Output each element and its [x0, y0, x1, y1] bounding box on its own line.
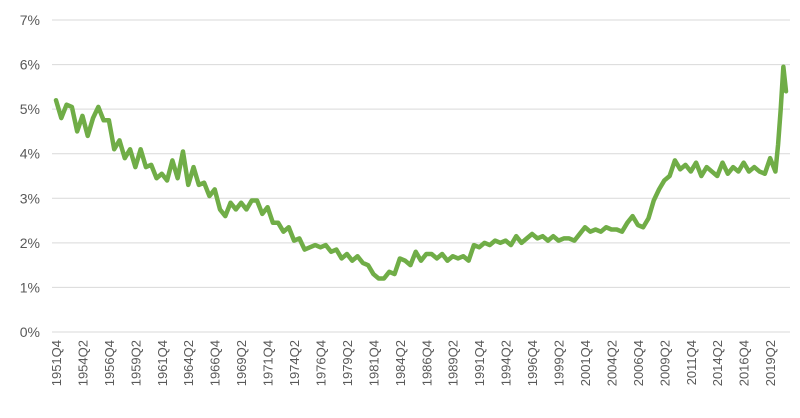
y-tick-label: 7% — [20, 12, 40, 28]
x-tick-label: 2004Q2 — [604, 340, 619, 386]
y-tick-label: 2% — [20, 235, 40, 251]
x-tick-label: 1951Q4 — [49, 340, 64, 386]
x-tick-label: 2006Q4 — [631, 340, 646, 386]
x-tick-label: 1991Q4 — [472, 340, 487, 386]
x-tick-label: 1954Q2 — [75, 340, 90, 386]
y-tick-label: 4% — [20, 146, 40, 162]
x-tick-label: 2014Q2 — [710, 340, 725, 386]
y-tick-label: 1% — [20, 279, 40, 295]
x-tick-label: 2001Q4 — [578, 340, 593, 386]
x-tick-label: 1976Q4 — [313, 340, 328, 386]
y-tick-label: 6% — [20, 57, 40, 73]
x-tick-label: 2019Q2 — [763, 340, 778, 386]
y-tick-label: 5% — [20, 101, 40, 117]
y-tick-label: 0% — [20, 324, 40, 340]
x-tick-label: 1971Q4 — [261, 340, 276, 386]
x-tick-label: 1974Q2 — [287, 340, 302, 386]
x-tick-label: 1961Q4 — [155, 340, 170, 386]
x-tick-label: 1964Q2 — [181, 340, 196, 386]
x-tick-label: 1956Q4 — [102, 340, 117, 386]
x-tick-label: 1959Q2 — [128, 340, 143, 386]
x-tick-label: 1986Q4 — [419, 340, 434, 386]
x-tick-label: 1979Q2 — [340, 340, 355, 386]
grid-lines — [52, 19, 790, 333]
x-tick-label: 2011Q4 — [684, 340, 699, 385]
x-tick-label: 1999Q2 — [552, 340, 567, 386]
x-tick-label: 1969Q2 — [234, 340, 249, 386]
x-tick-label: 2009Q2 — [657, 340, 672, 386]
x-tick-label: 1981Q4 — [366, 340, 381, 386]
series-line — [53, 64, 789, 281]
y-tick-label: 3% — [20, 190, 40, 206]
x-tick-label: 1996Q4 — [525, 340, 540, 386]
x-axis-tick-labels: 1951Q4 1954Q2 1956Q4 1959Q2 1961Q4 1964Q2 1966… — [49, 340, 778, 386]
x-tick-label: 1966Q4 — [208, 340, 223, 386]
x-tick-label: 2016Q4 — [737, 340, 752, 386]
series-layer — [53, 64, 789, 281]
x-tick-label: 1984Q2 — [393, 340, 408, 386]
y-axis-tick-labels: 0% 1% 2% 3% 4% 5% 6% 7% — [20, 12, 40, 340]
x-tick-label: 1989Q2 — [446, 340, 461, 386]
x-tick-label: 1994Q2 — [499, 340, 514, 386]
